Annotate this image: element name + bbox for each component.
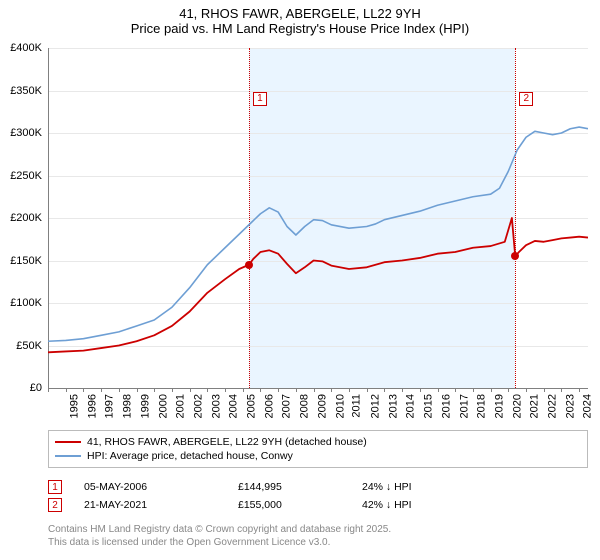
- sale-marker: 1: [48, 480, 62, 494]
- x-tick-label: 2017: [458, 394, 470, 418]
- x-tick-label: 1996: [86, 394, 98, 418]
- legend-swatch: [55, 455, 81, 457]
- x-tick-label: 2010: [334, 394, 346, 418]
- x-tick-label: 2011: [351, 394, 363, 418]
- y-tick-label: £250K: [0, 170, 42, 182]
- x-tick-label: 2006: [263, 394, 275, 418]
- x-tick-label: 2003: [210, 394, 222, 418]
- x-tick-label: 2015: [423, 394, 435, 418]
- y-tick-label: £400K: [0, 42, 42, 54]
- sale-price: £144,995: [238, 481, 358, 493]
- sale-date: 05-MAY-2006: [84, 481, 234, 493]
- x-tick-label: 1995: [68, 394, 80, 418]
- chart-area: £0£50K£100K£150K£200K£250K£300K£350K£400…: [48, 48, 588, 388]
- series-price_paid: [48, 218, 588, 352]
- x-tick-label: 2018: [476, 394, 488, 418]
- x-tick-label: 2002: [192, 394, 204, 418]
- attribution-line2: This data is licensed under the Open Gov…: [48, 537, 588, 550]
- x-tick-label: 2023: [564, 394, 576, 418]
- x-tick-label: 2021: [529, 394, 541, 418]
- x-tick-label: 2024: [582, 394, 594, 418]
- title-subtitle: Price paid vs. HM Land Registry's House …: [0, 21, 600, 36]
- x-tick-label: 2009: [316, 394, 328, 418]
- title-block: 41, RHOS FAWR, ABERGELE, LL22 9YH Price …: [0, 0, 600, 38]
- sale-row: 1 05-MAY-2006 £144,995 24% ↓ HPI: [48, 478, 588, 496]
- y-tick-label: £50K: [0, 340, 42, 352]
- x-tick-label: 1997: [104, 394, 116, 418]
- x-tick-label: 2012: [369, 394, 381, 418]
- legend-item: 41, RHOS FAWR, ABERGELE, LL22 9YH (detac…: [55, 435, 581, 449]
- chart-container: 41, RHOS FAWR, ABERGELE, LL22 9YH Price …: [0, 0, 600, 560]
- y-tick-label: £200K: [0, 212, 42, 224]
- x-tick-label: 2007: [281, 394, 293, 418]
- sale-marker: 2: [48, 498, 62, 512]
- x-tick-label: 2020: [511, 394, 523, 418]
- x-tick-label: 2022: [547, 394, 559, 418]
- y-tick-label: £150K: [0, 255, 42, 267]
- x-tick-label: 2000: [157, 394, 169, 418]
- series-svg: [48, 48, 588, 388]
- x-tick-label: 2014: [405, 394, 417, 418]
- y-tick-label: £300K: [0, 127, 42, 139]
- y-tick-label: £100K: [0, 297, 42, 309]
- title-address: 41, RHOS FAWR, ABERGELE, LL22 9YH: [0, 6, 600, 21]
- sale-vs-hpi: 42% ↓ HPI: [362, 499, 482, 511]
- x-tick-label: 2019: [493, 394, 505, 418]
- x-tick-label: 2004: [228, 394, 240, 418]
- x-axis: [48, 388, 588, 389]
- x-tick-label: 2016: [440, 394, 452, 418]
- attribution: Contains HM Land Registry data © Crown c…: [48, 524, 588, 549]
- legend-label: HPI: Average price, detached house, Conw…: [87, 450, 293, 462]
- y-tick-label: £0: [0, 382, 42, 394]
- sale-row: 2 21-MAY-2021 £155,000 42% ↓ HPI: [48, 496, 588, 514]
- legend: 41, RHOS FAWR, ABERGELE, LL22 9YH (detac…: [48, 430, 588, 468]
- sale-vs-hpi: 24% ↓ HPI: [362, 481, 482, 493]
- x-tick-label: 2013: [387, 394, 399, 418]
- sale-date: 21-MAY-2021: [84, 499, 234, 511]
- x-tick-label: 2001: [175, 394, 187, 418]
- x-tick-label: 2008: [299, 394, 311, 418]
- sale-price: £155,000: [238, 499, 358, 511]
- x-tick-label: 1998: [122, 394, 134, 418]
- legend-item: HPI: Average price, detached house, Conw…: [55, 449, 581, 463]
- legend-swatch: [55, 441, 81, 443]
- attribution-line1: Contains HM Land Registry data © Crown c…: [48, 524, 588, 537]
- sales-table: 1 05-MAY-2006 £144,995 24% ↓ HPI 2 21-MAY-202…: [48, 478, 588, 514]
- x-tick-label: 2005: [246, 394, 258, 418]
- x-tick-label: 1999: [139, 394, 151, 418]
- legend-label: 41, RHOS FAWR, ABERGELE, LL22 9YH (detac…: [87, 436, 367, 448]
- y-tick-label: £350K: [0, 85, 42, 97]
